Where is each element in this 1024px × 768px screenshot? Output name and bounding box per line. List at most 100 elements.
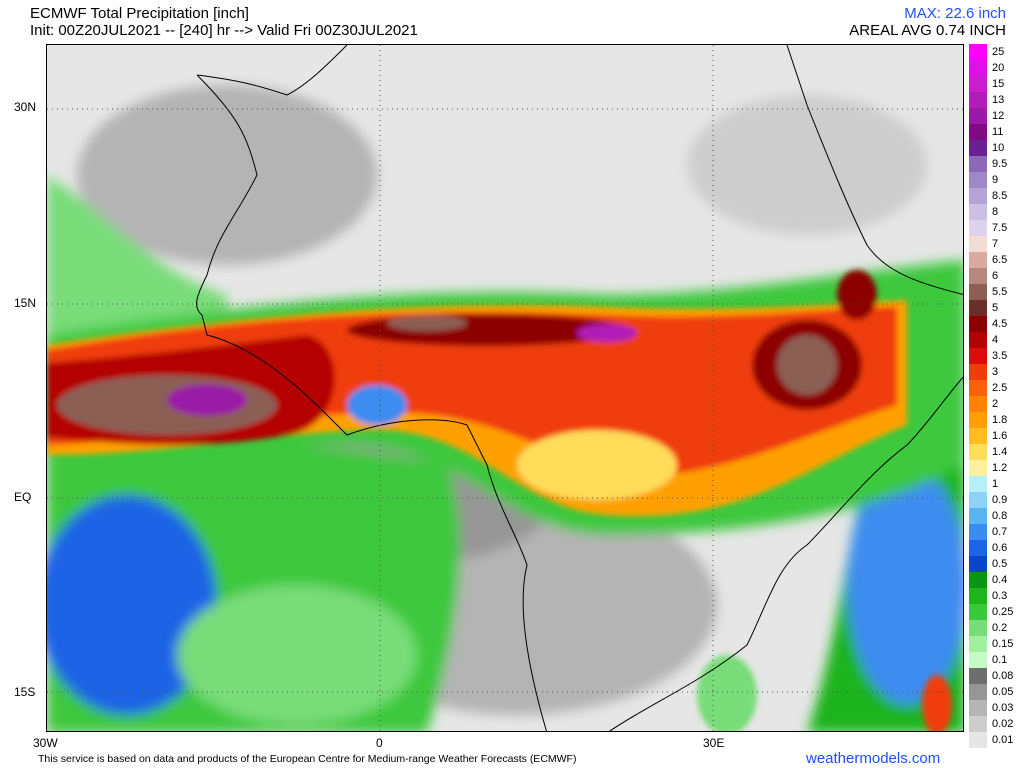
legend-entry: 1 [969,476,1021,492]
legend-entry: 0.8 [969,508,1021,524]
legend-entry: 5.5 [969,284,1021,300]
legend-swatch [969,252,987,268]
legend-entry: 6.5 [969,252,1021,268]
legend-swatch [969,380,987,396]
madagascar-red-spot [922,675,952,731]
legend-entry: 2 [969,396,1021,412]
indian-ocean-heavy [847,465,963,705]
legend-entry: 8 [969,204,1021,220]
legend-swatch [969,284,987,300]
legend-swatch [969,476,987,492]
legend-label: 0.7 [992,526,1008,538]
legend-entry: 0.25 [969,604,1021,620]
legend-label: 3.5 [992,350,1008,362]
legend-entry: 1.8 [969,412,1021,428]
legend-label: 11 [992,126,1004,138]
legend-swatch [969,316,987,332]
legend-swatch [969,76,987,92]
legend-label: 8.5 [992,190,1008,202]
legend-swatch [969,364,987,380]
legend-swatch [969,172,987,188]
legend-label: 1.8 [992,414,1008,426]
legend-entry: 4 [969,332,1021,348]
site-link[interactable]: weathermodels.com [806,750,941,767]
legend-entry: 9.5 [969,156,1021,172]
legend-swatch [969,604,987,620]
legend-swatch [969,188,987,204]
legend-label: 0.1 [992,654,1008,666]
legend-swatch [969,460,987,476]
legend-entry: 0.03 [969,700,1021,716]
legend-entry: 10 [969,140,1021,156]
legend-label: 0.8 [992,510,1008,522]
legend-swatch [969,524,987,540]
central-purple-spot [577,324,637,342]
legend-swatch [969,124,987,140]
legend-entry: 0.1 [969,652,1021,668]
legend-swatch [969,716,987,732]
legend-label: 2.5 [992,382,1008,394]
legend-swatch [969,428,987,444]
map-canvas [47,45,963,731]
legend-entry: 0.08 [969,668,1021,684]
legend-label: 20 [992,62,1005,74]
legend-label: 0.15 [992,638,1014,650]
lat-label-15n: 15N [14,296,37,310]
legend-label: 0.3 [992,590,1008,602]
legend-swatch [969,44,987,60]
legend-entry: 7 [969,236,1021,252]
legend-swatch [969,636,987,652]
legend-entry: 3.5 [969,348,1021,364]
legend-swatch [969,300,987,316]
legend-label: 9 [992,174,999,186]
legend-label: 5 [992,302,999,314]
eritrea-heavy-core [837,270,877,320]
legend-label: 5.5 [992,286,1008,298]
legend-entry: 6 [969,268,1021,284]
legend-swatch [969,348,987,364]
legend-entry: 11 [969,124,1021,140]
legend-label: 15 [992,78,1005,90]
congo-yellow-patch [517,430,677,500]
legend-entry: 9 [969,172,1021,188]
legend-label: 0.4 [992,574,1008,586]
legend-label: 0.02 [992,718,1014,730]
legend-swatch [969,156,987,172]
legend-label: 1.6 [992,430,1008,442]
legend-label: 6.5 [992,254,1008,266]
legend-entry: 0.15 [969,636,1021,652]
legend-label: 10 [992,142,1005,154]
legend-entry: 3 [969,364,1021,380]
legend-swatch [969,620,987,636]
light-precip-patch [77,85,377,265]
lat-label-30n: 30N [14,100,37,114]
legend-entry: 0.4 [969,572,1021,588]
legend-entry: 2.5 [969,380,1021,396]
coast-blue-patch [347,385,407,425]
legend-swatch [969,268,987,284]
max-value: MAX: 22.6 inch [904,5,1006,22]
legend-swatch [969,588,987,604]
legend-swatch [969,556,987,572]
legend-label: 25 [992,46,1005,58]
legend-label: 8 [992,206,999,218]
legend-swatch [969,684,987,700]
init-valid-line: Init: 00Z20JUL2021 -- [240] hr --> Valid… [30,22,418,39]
legend-label: 7.5 [992,222,1008,234]
legend-entry: 0.6 [969,540,1021,556]
lat-label-eq: EQ [14,490,32,504]
legend-entry: 7.5 [969,220,1021,236]
west-purple-spot [167,384,247,416]
legend-label: 0.2 [992,622,1008,634]
legend-entry: 0.05 [969,684,1021,700]
central-brown-spot [387,315,467,331]
legend-entry: 15 [969,76,1021,92]
legend-swatch [969,332,987,348]
legend-entry: 0.5 [969,556,1021,572]
ethiopia-extreme-core [777,335,837,395]
legend-label: 1 [992,478,999,490]
legend-swatch [969,140,987,156]
areal-average: AREAL AVG 0.74 INCH [849,22,1006,39]
legend-entry: 1.2 [969,460,1021,476]
attribution-text: This service is based on data and produc… [38,753,577,765]
